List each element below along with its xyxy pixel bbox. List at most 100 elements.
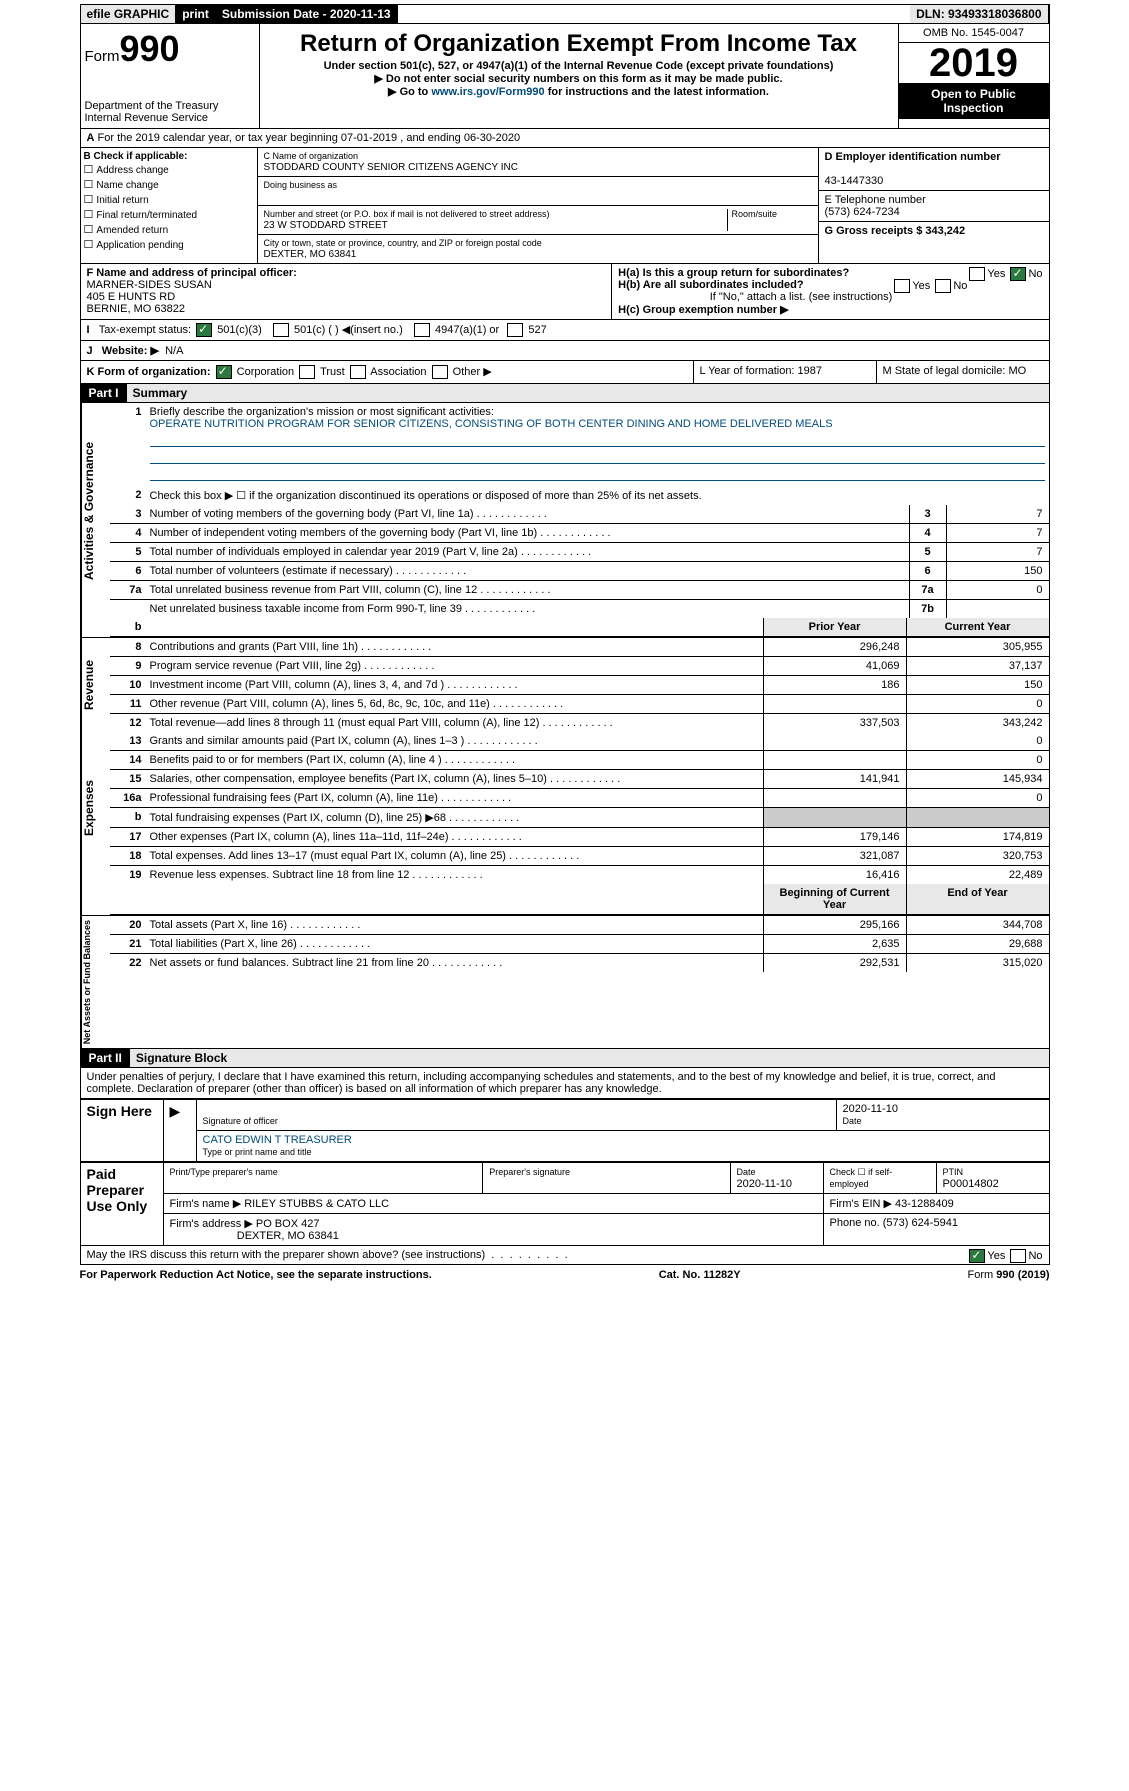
- firm-phone: Phone no. (573) 624-5941: [823, 1214, 1049, 1246]
- city-label: City or town, state or province, country…: [264, 238, 542, 248]
- state-domicile: M State of legal domicile: MO: [876, 361, 1049, 383]
- expenses-section: Expenses 13Grants and similar amounts pa…: [80, 732, 1050, 884]
- revenue-section: Revenue 8Contributions and grants (Part …: [80, 638, 1050, 732]
- firm-ein: Firm's EIN ▶ 43-1288409: [823, 1194, 1049, 1214]
- chk-initial[interactable]: Initial return: [84, 192, 254, 207]
- hb-note: If "No," attach a list. (see instruction…: [618, 291, 1042, 303]
- section-f: F Name and address of principal officer:…: [80, 264, 1050, 320]
- prep-name-label: Print/Type preparer's name: [170, 1167, 278, 1177]
- year-formation: L Year of formation: 1987: [693, 361, 876, 383]
- chk-address[interactable]: Address change: [84, 162, 254, 177]
- footer: For Paperwork Reduction Act Notice, see …: [80, 1265, 1050, 1285]
- section-b: B Check if applicable: Address change Na…: [80, 148, 1050, 264]
- hdr-bcy: Beginning of Current Year: [763, 884, 906, 914]
- chk-amended[interactable]: Amended return: [84, 222, 254, 237]
- officer-sig-name: CATO EDWIN T TREASURER: [203, 1134, 352, 1146]
- hdr-eoy: End of Year: [906, 884, 1049, 914]
- chk-527[interactable]: [507, 323, 523, 337]
- side-expenses: Expenses: [81, 732, 110, 884]
- g-label: G Gross receipts $ 343,242: [825, 225, 966, 237]
- submission-date: Submission Date - 2020-11-13: [216, 5, 398, 23]
- officer-name: MARNER-SIDES SUSAN: [87, 279, 212, 291]
- discuss-row: May the IRS discuss this return with the…: [80, 1246, 1050, 1265]
- e-label: E Telephone number: [825, 194, 926, 206]
- form-title: Return of Organization Exempt From Incom…: [264, 30, 894, 58]
- net-section: Net Assets or Fund Balances 20Total asse…: [80, 916, 1050, 1049]
- side-net: Net Assets or Fund Balances: [81, 916, 110, 1048]
- hdr-prior-year: Prior Year: [763, 618, 906, 636]
- b-header: B Check if applicable:: [84, 151, 188, 162]
- form-990: Form990: [85, 28, 255, 70]
- officer-addr1: 405 E HUNTS RD: [87, 291, 176, 303]
- dba-label: Doing business as: [264, 180, 338, 190]
- dept-treasury: Department of the Treasury: [85, 100, 255, 112]
- chk-final[interactable]: Final return/terminated: [84, 207, 254, 222]
- sig-officer: Signature of officer: [203, 1116, 278, 1126]
- chk-pending[interactable]: Application pending: [84, 237, 254, 252]
- ptin: P00014802: [943, 1178, 999, 1190]
- chk-4947[interactable]: [414, 323, 430, 337]
- discuss-no[interactable]: [1010, 1249, 1026, 1263]
- ha-yes[interactable]: [969, 267, 985, 281]
- room-label: Room/suite: [732, 209, 778, 219]
- governance-section: Activities & Governance 1Briefly describ…: [80, 403, 1050, 618]
- arrow-icon: ▶: [170, 1103, 181, 1119]
- sign-here-label: Sign Here: [80, 1100, 163, 1162]
- net-header: Beginning of Current Year End of Year: [80, 884, 1050, 916]
- tel: (573) 624-7234: [825, 206, 900, 218]
- form-header: Form990 Department of the Treasury Inter…: [80, 24, 1050, 129]
- firm-name: Firm's name ▶ RILEY STUBBS & CATO LLC: [163, 1194, 823, 1214]
- chk-name[interactable]: Name change: [84, 177, 254, 192]
- self-employed[interactable]: Check ☐ if self-employed: [830, 1167, 893, 1189]
- hb-label: H(b) Are all subordinates included?: [618, 279, 803, 291]
- hb-yes[interactable]: [894, 279, 910, 293]
- hb-no[interactable]: [935, 279, 951, 293]
- irs: Internal Revenue Service: [85, 112, 255, 124]
- ein: 43-1447330: [825, 175, 884, 187]
- ssn-note: ▶ Do not enter social security numbers o…: [264, 72, 894, 85]
- chk-other[interactable]: [432, 365, 448, 379]
- street: 23 W STODDARD STREET: [264, 220, 388, 231]
- efile-label: efile GRAPHIC: [81, 5, 177, 23]
- chk-501c[interactable]: [273, 323, 289, 337]
- print-button[interactable]: print: [176, 5, 216, 23]
- irs-link[interactable]: www.irs.gov/Form990: [431, 86, 544, 98]
- firm-addr: Firm's address ▶ PO BOX 427 DEXTER, MO 6…: [163, 1214, 823, 1246]
- chk-trust[interactable]: [299, 365, 315, 379]
- hc-label: H(c) Group exemption number ▶: [618, 304, 788, 316]
- row-j: J Website: ▶ N/A: [80, 341, 1050, 361]
- sign-here: Sign Here ▶ Signature of officer 2020-11…: [80, 1099, 1050, 1162]
- prep-date: 2020-11-10: [737, 1178, 792, 1190]
- row-a: A For the 2019 calendar year, or tax yea…: [80, 129, 1050, 148]
- chk-501c3[interactable]: [196, 323, 212, 337]
- ha-label: H(a) Is this a group return for subordin…: [618, 267, 849, 279]
- goto-link: ▶ Go to www.irs.gov/Form990 for instruct…: [264, 85, 894, 98]
- paid-label: Paid Preparer Use Only: [80, 1163, 163, 1246]
- f-label: F Name and address of principal officer:: [87, 267, 297, 279]
- prep-sig-label: Preparer's signature: [489, 1167, 570, 1177]
- declaration: Under penalties of perjury, I declare th…: [80, 1068, 1050, 1099]
- side-revenue: Revenue: [81, 638, 110, 732]
- q1: Briefly describe the organization's miss…: [146, 403, 1049, 486]
- form-subtitle: Under section 501(c), 527, or 4947(a)(1)…: [264, 60, 894, 72]
- open-inspection: Open to PublicInspection: [899, 83, 1049, 119]
- ha-no[interactable]: [1010, 267, 1026, 281]
- dln: DLN: 93493318036800: [910, 5, 1048, 23]
- side-governance: Activities & Governance: [81, 403, 110, 618]
- tax-year: 2019: [899, 43, 1049, 83]
- chk-assoc[interactable]: [350, 365, 366, 379]
- paid-preparer: Paid Preparer Use Only Print/Type prepar…: [80, 1162, 1050, 1246]
- row-k: K Form of organization: Corporation Trus…: [80, 361, 1050, 384]
- top-bar: efile GRAPHIC print Submission Date - 20…: [80, 4, 1050, 24]
- hdr-current-year: Current Year: [906, 618, 1049, 636]
- chk-corp[interactable]: [216, 365, 232, 379]
- discuss-yes[interactable]: [969, 1249, 985, 1263]
- website: N/A: [165, 345, 183, 357]
- org-name: STODDARD COUNTY SENIOR CITIZENS AGENCY I…: [264, 162, 518, 173]
- blank-row: b Prior Year Current Year: [80, 618, 1050, 638]
- part2-header: Part IISignature Block: [80, 1049, 1050, 1068]
- officer-addr2: BERNIE, MO 63822: [87, 303, 185, 315]
- d-label: D Employer identification number: [825, 151, 1001, 163]
- part1-header: Part ISummary: [80, 384, 1050, 403]
- addr-label: Number and street (or P.O. box if mail i…: [264, 209, 550, 219]
